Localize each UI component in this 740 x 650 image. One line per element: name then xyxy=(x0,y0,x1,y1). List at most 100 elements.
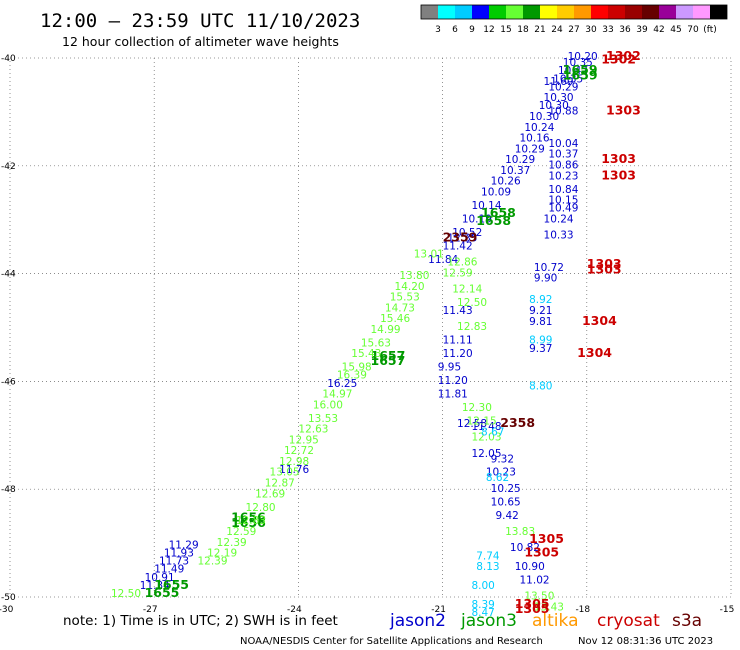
data-point-label: 1657 xyxy=(371,353,406,368)
data-point-label: 11.20 xyxy=(438,375,468,387)
data-point-label: 11.73 xyxy=(159,556,189,568)
data-point-label: 12.69 xyxy=(255,488,285,500)
data-point-label: 10.52 xyxy=(452,227,482,239)
colorbar-label: 70 xyxy=(687,25,699,35)
chart-title: 12:00 — 23:59 UTC 11/10/2023 xyxy=(40,10,360,32)
colorbar-swatch xyxy=(557,5,574,19)
data-point-label: 12.05 xyxy=(471,448,501,460)
data-point-label: 10.35 xyxy=(553,73,583,85)
data-point-label: 13.05 xyxy=(270,467,300,479)
data-point-label: 12.15 xyxy=(467,416,497,428)
data-point-label: 10.19 xyxy=(462,213,492,225)
y-tick-label: -44 xyxy=(1,270,16,280)
x-tick-label: -21 xyxy=(431,605,446,615)
data-point-label: 1303 xyxy=(601,167,636,182)
data-point-label: 13.80 xyxy=(399,270,429,282)
data-point-label: 14.97 xyxy=(322,389,352,401)
data-point-label: 1658 xyxy=(481,205,516,220)
data-point-label: 12.39 xyxy=(197,556,227,568)
colorbar-label: 27 xyxy=(568,25,579,35)
colorbar-swatch xyxy=(523,5,540,19)
chart-subtitle: 12 hour collection of altimeter wave hei… xyxy=(62,34,339,49)
color-scale-legend: 3 6 9 12 15 18 21 24 27 30 33 36 39 42 45 70 (ft) xyxy=(420,4,728,35)
y-tick-label: -42 xyxy=(1,162,16,172)
data-point-label: 10.30 xyxy=(529,111,559,123)
colorbar-label: 33 xyxy=(602,25,613,35)
data-point-label: 15.63 xyxy=(361,337,391,349)
data-point-label: 12.39 xyxy=(217,537,247,549)
data-point-label: 8.67 xyxy=(481,426,504,438)
data-point-label: 10.33 xyxy=(544,230,574,242)
data-point-label: 1305 xyxy=(524,545,559,560)
data-point-label: 10.72 xyxy=(534,262,564,274)
data-point-label: 1305 xyxy=(529,531,564,546)
data-point-label: 15.43 xyxy=(351,348,381,360)
data-point-label: 9.21 xyxy=(529,305,552,317)
data-point-label: 9.42 xyxy=(495,510,518,522)
data-point-label: 12.50 xyxy=(457,297,487,309)
data-point-label: 12.98 xyxy=(279,456,309,468)
footer-credit: NOAA/NESDIS Center for Satellite Applica… xyxy=(240,636,543,647)
data-point-label: 10.24 xyxy=(524,122,554,134)
data-point-label: 9.37 xyxy=(529,343,552,355)
data-point-label: 11.84 xyxy=(428,254,458,266)
colorbar-swatch xyxy=(625,5,642,19)
data-point-label: 12.72 xyxy=(284,445,314,457)
data-point-label: 10.23 xyxy=(548,170,578,182)
y-tick-label: -48 xyxy=(1,485,16,495)
data-point-label: 1302 xyxy=(601,51,636,66)
colorbar-label: 39 xyxy=(636,25,648,35)
data-point-label: 9.81 xyxy=(529,316,552,328)
axis-ticks: -30 -27 -24 -21 -18 -15 -40 -42 -44 -46 -48 -50 xyxy=(0,54,734,615)
data-point-label: 11.48 xyxy=(471,421,501,433)
data-point-label: 15.53 xyxy=(390,292,420,304)
data-point-label: 12.63 xyxy=(298,424,328,436)
data-point-label: 10.29 xyxy=(505,154,535,166)
data-point-label: 1659 xyxy=(563,68,598,83)
colorbar-swatch xyxy=(608,5,625,19)
data-point-label: 1655 xyxy=(145,585,180,600)
data-point-label: 12.95 xyxy=(289,434,319,446)
colorbar-swatch xyxy=(489,5,506,19)
data-point-label: 8.92 xyxy=(529,294,552,306)
legend-entry-jason2: jason2 xyxy=(389,611,446,631)
colorbar-label: 30 xyxy=(585,25,597,35)
colorbar-swatch xyxy=(659,5,676,19)
data-point-label: 1655 xyxy=(154,577,189,592)
colorbar-swatch xyxy=(506,5,523,19)
data-point-label: 10.30 xyxy=(544,92,574,104)
data-point-label: 13.53 xyxy=(308,413,338,425)
y-tick-label: -40 xyxy=(1,54,16,64)
data-point-label: 10.82 xyxy=(510,542,540,554)
data-point-label: 8.13 xyxy=(476,561,499,573)
data-point-label: 11.69 xyxy=(544,76,574,88)
colorbar-label: 3 xyxy=(435,25,441,35)
data-point-label: 1659 xyxy=(563,62,598,77)
data-point-label: 8.99 xyxy=(529,335,552,347)
data-point-label: 10.88 xyxy=(548,106,578,118)
data-point-label: 10.65 xyxy=(491,496,521,508)
data-point-label: 12.14 xyxy=(452,283,482,295)
data-point-label: 10.86 xyxy=(548,159,578,171)
data-point-label: 10.91 xyxy=(145,572,175,584)
colorbar-swatch xyxy=(574,5,591,19)
data-point-label: 1656 xyxy=(231,510,266,525)
colorbar-swatch xyxy=(591,5,608,19)
footer-note: note: 1) Time is in UTC; 2) SWH is in fe… xyxy=(63,613,338,629)
data-point-label: 11.34 xyxy=(140,580,170,592)
x-tick-label: -27 xyxy=(143,605,158,615)
colorbar-swatch xyxy=(455,5,472,19)
legend-entry-cryosat: cryosat xyxy=(597,611,660,631)
legend-entry-altika: altika xyxy=(532,611,579,631)
data-point-label: 13.43 xyxy=(534,601,564,613)
colorbar-label: (ft) xyxy=(703,25,717,35)
data-point-label: 16.39 xyxy=(337,370,367,382)
data-point-label: 1304 xyxy=(582,313,617,328)
data-point-label: 8.39 xyxy=(471,599,494,611)
data-point-label: 10.29 xyxy=(548,81,578,93)
data-point-label: 10.04 xyxy=(548,138,578,150)
colorbar-swatch xyxy=(710,5,727,19)
x-tick-label: -18 xyxy=(575,605,590,615)
data-point-label: 11.11 xyxy=(443,335,473,347)
